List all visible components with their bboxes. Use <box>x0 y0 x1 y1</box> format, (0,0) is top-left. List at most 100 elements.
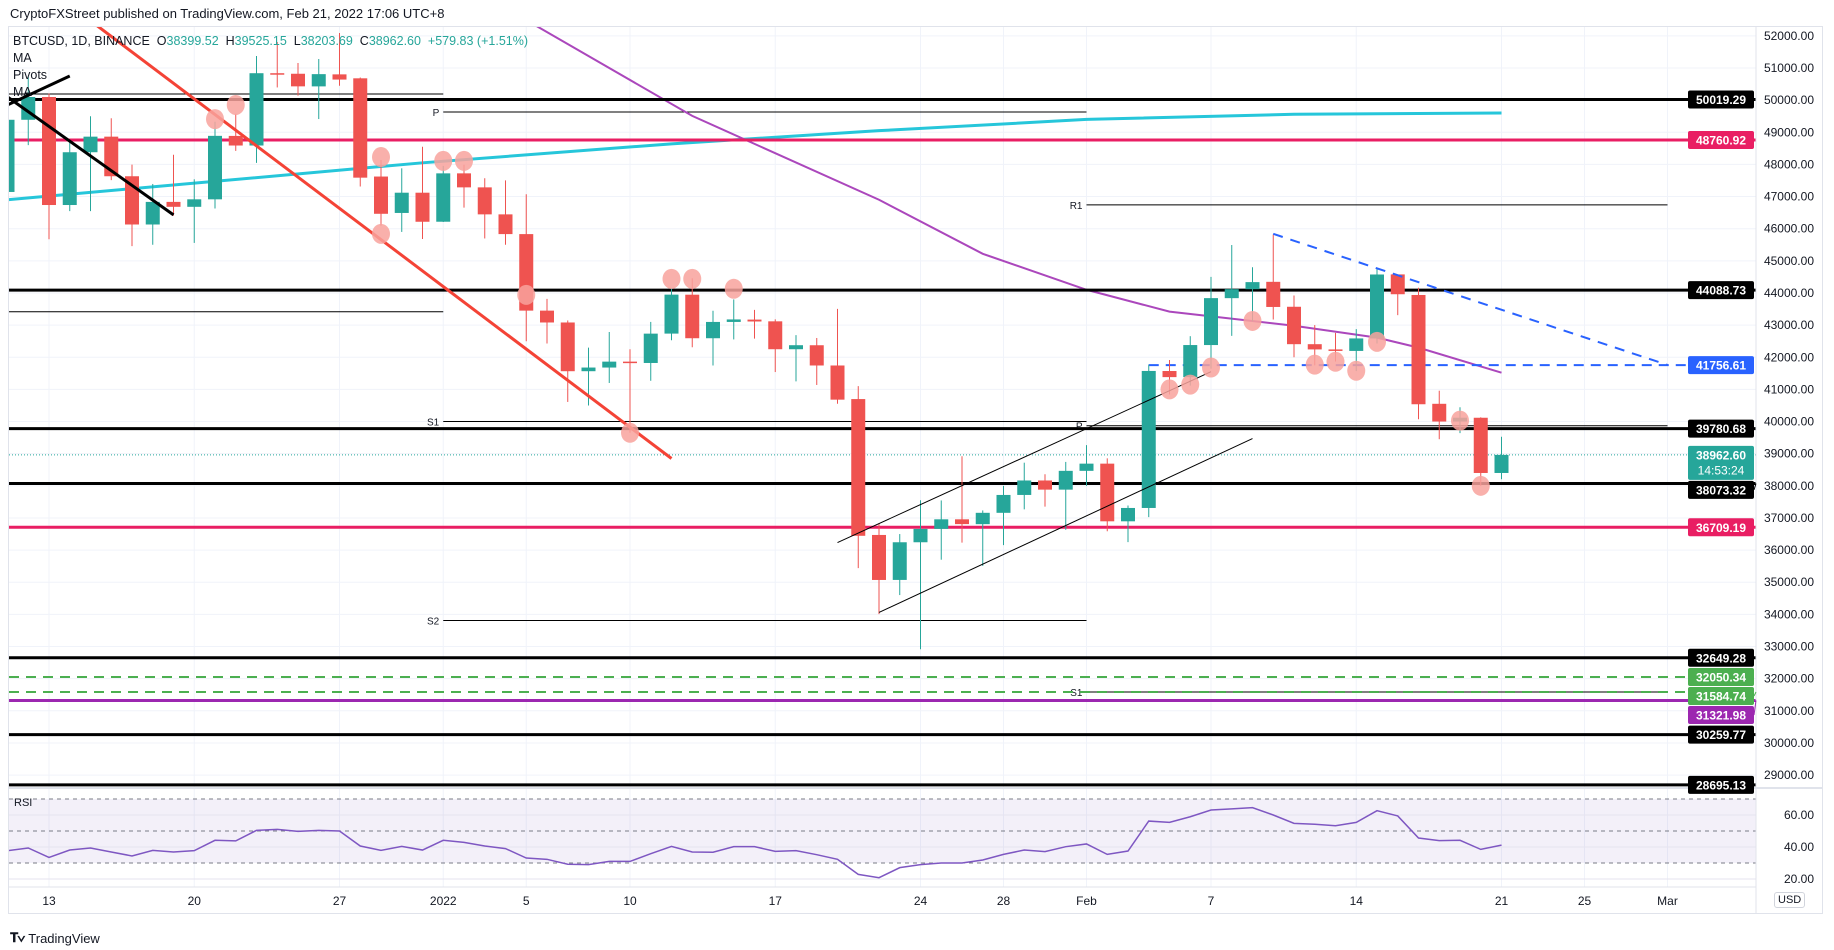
level-price-tag <box>1688 668 1754 687</box>
candle <box>955 456 969 543</box>
time-tick-label: 10 <box>623 894 637 908</box>
rsi-label: RSI <box>14 797 32 809</box>
time-tick-label: 14 <box>1350 894 1364 908</box>
candle-body <box>1245 282 1260 290</box>
time-tick-label: 24 <box>914 894 928 908</box>
candle <box>374 159 388 226</box>
time-tick-label: 13 <box>42 894 56 908</box>
candle-body <box>1058 470 1073 490</box>
touch-marker <box>683 268 702 289</box>
candle <box>809 337 824 385</box>
pivot-label: S1 <box>1070 688 1083 699</box>
price-tick-label: 41000.00 <box>1764 382 1814 396</box>
candle-body <box>145 201 160 225</box>
level-price-label: 38073.32 <box>1696 483 1746 497</box>
candle <box>1100 458 1115 532</box>
candle <box>1038 474 1052 507</box>
touch-marker <box>621 422 639 443</box>
candle <box>291 62 305 96</box>
candle-body <box>1287 306 1301 345</box>
level-price-tag <box>1688 419 1754 438</box>
level-price-tag <box>1688 687 1754 706</box>
candle <box>872 523 886 615</box>
price-tick-label: 35000.00 <box>1764 575 1814 589</box>
candle-body <box>436 173 451 222</box>
time-tick-label: 27 <box>333 894 347 908</box>
price-tick-label: 42000.00 <box>1764 350 1814 364</box>
candle <box>1411 287 1426 420</box>
candle-body <box>747 319 762 322</box>
rsi-tick-label: 20.00 <box>1784 872 1814 886</box>
touch-marker <box>434 150 453 171</box>
price-tick-label: 30000.00 <box>1764 736 1814 750</box>
candle <box>62 141 77 212</box>
candle-body <box>934 519 949 529</box>
candle <box>228 113 243 151</box>
level-price-tag <box>1688 648 1754 667</box>
indicator-ma-short[interactable]: MA <box>13 85 32 99</box>
level-price-tag <box>1688 281 1754 300</box>
level-price-label: 31321.98 <box>1696 709 1746 723</box>
axes: 52000.00 51000.00 50000.00 49000.00 48000.00… <box>9 27 1822 913</box>
candle-body <box>685 294 700 339</box>
price-tag-connector <box>1753 483 1757 491</box>
candle-body <box>270 73 285 75</box>
candle <box>1141 364 1156 518</box>
currency-badge[interactable]: USD <box>1774 892 1806 908</box>
candle-body <box>249 73 264 146</box>
candle-body <box>332 74 347 80</box>
price-tick-label: 44000.00 <box>1764 286 1814 300</box>
candle <box>394 168 409 232</box>
indicator-pivots[interactable]: Pivots <box>13 68 48 82</box>
candle <box>913 500 928 650</box>
low-value: 38203.69 <box>300 34 353 48</box>
symbol-row[interactable]: BTCUSD, 1D, BINANCE O38399.52 H39525.15 … <box>13 33 528 50</box>
level-price-label: 32050.34 <box>1696 671 1746 685</box>
price-tick-label: 37000.00 <box>1764 511 1814 525</box>
trendline <box>9 74 71 106</box>
candle <box>1473 417 1488 486</box>
candle-body <box>1017 480 1032 495</box>
candle <box>602 331 617 383</box>
candle-body <box>1494 454 1509 473</box>
indicator-ma-long[interactable]: MA <box>13 51 32 65</box>
candle <box>685 278 700 348</box>
price-tick-label: 40000.00 <box>1764 415 1814 429</box>
time-tick-label: 21 <box>1495 894 1509 908</box>
level-price-label: 41756.61 <box>1696 359 1746 373</box>
candle-body <box>768 321 783 350</box>
level-price-tag <box>1688 90 1754 109</box>
price-tick-label: 51000.00 <box>1764 61 1814 75</box>
candle-body <box>291 73 305 87</box>
candle-body <box>9 119 15 192</box>
candle-body <box>726 319 741 322</box>
candle-body <box>996 494 1011 513</box>
trendline <box>878 438 1253 613</box>
rsi-line <box>9 806 1502 879</box>
candle <box>519 194 534 342</box>
price-tick-label: 36000.00 <box>1764 543 1814 557</box>
candle <box>125 164 139 247</box>
candle-body <box>975 512 990 525</box>
candle-body <box>83 136 98 153</box>
candle-body <box>1121 507 1135 522</box>
price-tick-label: 46000.00 <box>1764 222 1814 236</box>
pivot-label: S2 <box>427 616 440 627</box>
candle <box>415 146 430 240</box>
candle <box>706 310 720 366</box>
candle-body <box>311 74 326 87</box>
trendline <box>837 371 1212 544</box>
candle-body <box>809 345 824 366</box>
candle-body <box>706 321 720 339</box>
candle-body <box>602 361 617 368</box>
open-label: O <box>156 34 167 48</box>
touch-marker <box>1181 374 1200 395</box>
price-tick-label: 33000.00 <box>1764 640 1814 654</box>
price-tick-label: 39000.00 <box>1764 447 1814 461</box>
candle-body <box>1100 463 1115 522</box>
candle <box>477 178 492 239</box>
candle-body <box>913 528 928 543</box>
open-value: 38399.52 <box>166 34 219 48</box>
touch-marker <box>662 268 681 289</box>
